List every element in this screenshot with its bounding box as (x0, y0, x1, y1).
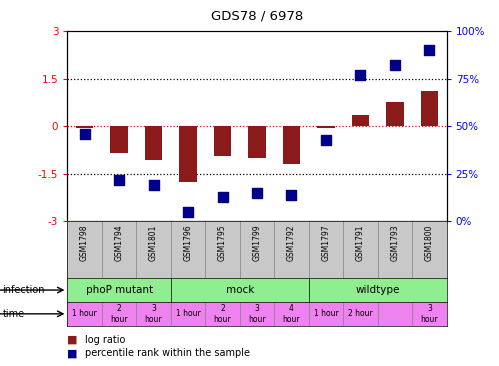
Point (391, 63, 399, 68)
Text: 2 hour: 2 hour (348, 309, 373, 318)
Text: 4
hour: 4 hour (282, 304, 300, 324)
Bar (180, 126, 197, 182)
Text: GSM1795: GSM1795 (218, 224, 227, 261)
Text: ■: ■ (67, 348, 78, 358)
Bar (145, 126, 162, 160)
Text: time: time (2, 309, 24, 319)
Text: GSM1799: GSM1799 (252, 224, 261, 261)
Text: 3
hour: 3 hour (421, 304, 438, 324)
Point (356, 72, 364, 78)
Text: GSM1798: GSM1798 (80, 224, 89, 261)
Text: GSM1800: GSM1800 (425, 224, 434, 261)
Text: percentile rank within the sample: percentile rank within the sample (85, 348, 250, 358)
Point (115, 177, 123, 183)
Bar (352, 115, 369, 126)
Point (81, 131, 89, 137)
Text: 1 hour: 1 hour (313, 309, 338, 318)
Bar (110, 126, 128, 153)
Text: wildtype: wildtype (355, 285, 400, 295)
Text: log ratio: log ratio (85, 335, 125, 345)
Point (322, 137, 330, 142)
Text: GSM1797: GSM1797 (321, 224, 330, 261)
Bar (317, 126, 334, 128)
Text: GSM1792: GSM1792 (287, 224, 296, 261)
Point (219, 194, 227, 199)
Text: 2
hour: 2 hour (214, 304, 232, 324)
Point (184, 209, 192, 215)
Text: infection: infection (2, 285, 45, 295)
Text: GSM1794: GSM1794 (115, 224, 124, 261)
Point (425, 47, 433, 53)
Text: GDS78 / 6978: GDS78 / 6978 (211, 9, 303, 22)
Point (287, 192, 295, 198)
Text: GSM1796: GSM1796 (184, 224, 193, 261)
Bar (386, 102, 404, 126)
Text: mock: mock (226, 285, 254, 295)
Point (150, 182, 158, 188)
Text: GSM1791: GSM1791 (356, 224, 365, 261)
Bar (249, 126, 265, 158)
Bar (76, 126, 93, 128)
Bar (214, 126, 231, 156)
Text: GSM1793: GSM1793 (390, 224, 399, 261)
Bar (283, 126, 300, 164)
Text: 1 hour: 1 hour (72, 309, 97, 318)
Point (253, 190, 261, 196)
Text: GSM1801: GSM1801 (149, 224, 158, 261)
Text: ■: ■ (67, 335, 78, 345)
Text: phoP mutant: phoP mutant (85, 285, 153, 295)
Text: 3
hour: 3 hour (248, 304, 266, 324)
Bar (421, 92, 438, 126)
Text: 2
hour: 2 hour (110, 304, 128, 324)
Text: 1 hour: 1 hour (176, 309, 201, 318)
Text: 3
hour: 3 hour (145, 304, 162, 324)
